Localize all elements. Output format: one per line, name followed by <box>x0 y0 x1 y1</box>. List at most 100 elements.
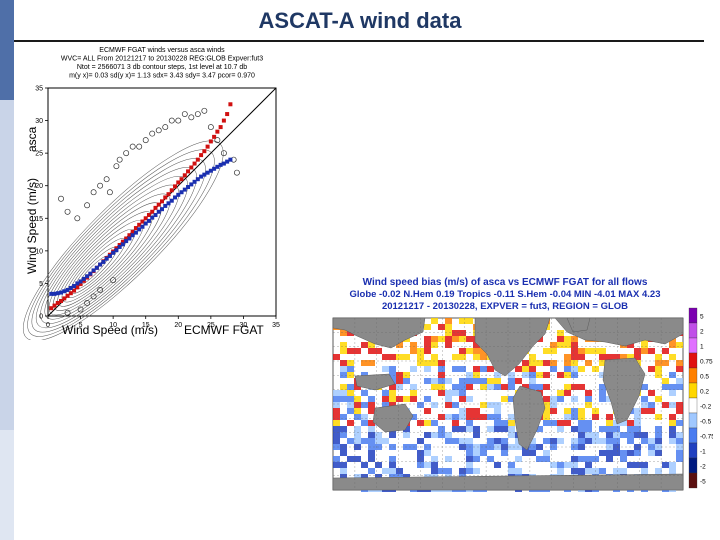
series-point <box>228 157 233 162</box>
bias-cell <box>438 468 445 474</box>
bias-cell <box>655 414 662 420</box>
bias-cell <box>473 468 480 474</box>
series-point <box>225 159 230 164</box>
land-mass <box>512 385 546 451</box>
series-point <box>55 300 60 305</box>
x-tick-label: 35 <box>272 322 280 329</box>
bias-cell <box>424 366 431 372</box>
series-point <box>52 291 57 296</box>
bias-cell <box>340 444 347 450</box>
bias-cell <box>361 390 368 396</box>
bias-cell <box>578 432 585 438</box>
bias-cell <box>634 420 641 426</box>
bias-cell <box>466 318 473 324</box>
bias-cell <box>368 408 375 414</box>
bias-cell <box>515 378 522 384</box>
bias-cell <box>452 420 459 426</box>
colorbar-swatch <box>688 367 698 384</box>
bias-cell <box>655 366 662 372</box>
bias-title-line: Globe -0.02 N.Hem 0.19 Tropics -0.11 S.H… <box>350 289 661 300</box>
bias-cell <box>529 384 536 390</box>
outlier-point <box>110 277 117 284</box>
bias-cell <box>438 414 445 420</box>
colorbar-level-label: -1 <box>700 449 706 456</box>
bias-cell <box>487 456 494 462</box>
bias-cell <box>487 384 494 390</box>
bias-cell <box>354 432 361 438</box>
series-point <box>179 190 184 195</box>
bias-cell <box>347 384 354 390</box>
bias-cell <box>599 426 606 432</box>
bias-cell <box>501 384 508 390</box>
bias-cell <box>557 420 564 426</box>
bias-cell <box>571 354 578 360</box>
bias-cell <box>620 432 627 438</box>
bias-cell <box>599 390 606 396</box>
header-line: Ntot = 2566071 3 db contour steps, 1st l… <box>77 64 247 71</box>
outlier-point <box>58 195 64 202</box>
series-point <box>166 201 171 206</box>
series-point <box>133 230 138 235</box>
bias-cell <box>627 438 634 444</box>
bias-cell <box>501 444 508 450</box>
bias-cell <box>571 372 578 378</box>
bias-cell <box>333 438 340 444</box>
bias-cell <box>354 456 361 462</box>
bias-cell <box>431 462 438 468</box>
bias-cell <box>487 366 494 372</box>
bias-cell <box>396 384 403 390</box>
bias-cell <box>459 384 466 390</box>
outlier-point <box>136 143 143 150</box>
bias-cell <box>361 402 368 408</box>
series-point <box>225 112 230 117</box>
outlier-point <box>97 286 104 293</box>
bias-cell <box>648 402 655 408</box>
bias-cell <box>347 390 354 396</box>
bias-cell <box>606 456 613 462</box>
bias-cell <box>410 414 417 420</box>
bias-cell <box>368 450 375 456</box>
bias-cell <box>396 396 403 402</box>
bias-cell <box>578 420 585 426</box>
bias-cell <box>459 348 466 354</box>
bias-cell <box>466 462 473 468</box>
outlier-point <box>103 176 110 183</box>
bias-cell <box>543 360 550 366</box>
bias-cell <box>333 432 340 438</box>
bias-cell <box>473 456 480 462</box>
bias-cell <box>445 432 452 438</box>
bias-cell <box>480 366 487 372</box>
bias-colorbar: 5 2 1 0.75 0.5 0.2 -0.2 -0.5 -0.75 -1 -2 -5 <box>688 307 713 489</box>
bias-cell <box>620 354 627 360</box>
bias-cell <box>613 444 620 450</box>
y-tick-label: 30 <box>35 118 43 125</box>
bias-cell <box>634 450 641 456</box>
scatter-header: ECMWF FGAT winds versus asca winds WVC= A… <box>61 47 263 80</box>
y-tick-label: 35 <box>35 86 43 93</box>
bias-cell <box>599 354 606 360</box>
series-point <box>120 242 125 247</box>
series-point <box>78 282 83 287</box>
series-point <box>104 256 109 261</box>
bias-cell <box>508 414 515 420</box>
series-point <box>150 209 155 214</box>
y-tick-label: 0 <box>39 314 43 321</box>
land-mass <box>602 357 646 425</box>
bias-cell <box>676 432 683 438</box>
bias-cell <box>396 378 403 384</box>
outlier-point <box>106 189 113 196</box>
series-point <box>208 139 213 144</box>
bias-cell <box>557 396 564 402</box>
bias-cell <box>480 354 487 360</box>
colorbar-level-label: 5 <box>700 314 704 321</box>
bias-cell <box>333 426 340 432</box>
bias-cell <box>487 378 494 384</box>
bias-cell <box>354 402 361 408</box>
bias-cell <box>585 438 592 444</box>
bias-cell <box>592 366 599 372</box>
bias-cell <box>627 342 634 348</box>
header-line: m(y x)= 0.03 sd(y x)= 1.13 sdx= 3.43 sdy… <box>69 73 255 80</box>
bias-cell <box>361 438 368 444</box>
bias-cell <box>459 366 466 372</box>
bias-cell <box>599 372 606 378</box>
